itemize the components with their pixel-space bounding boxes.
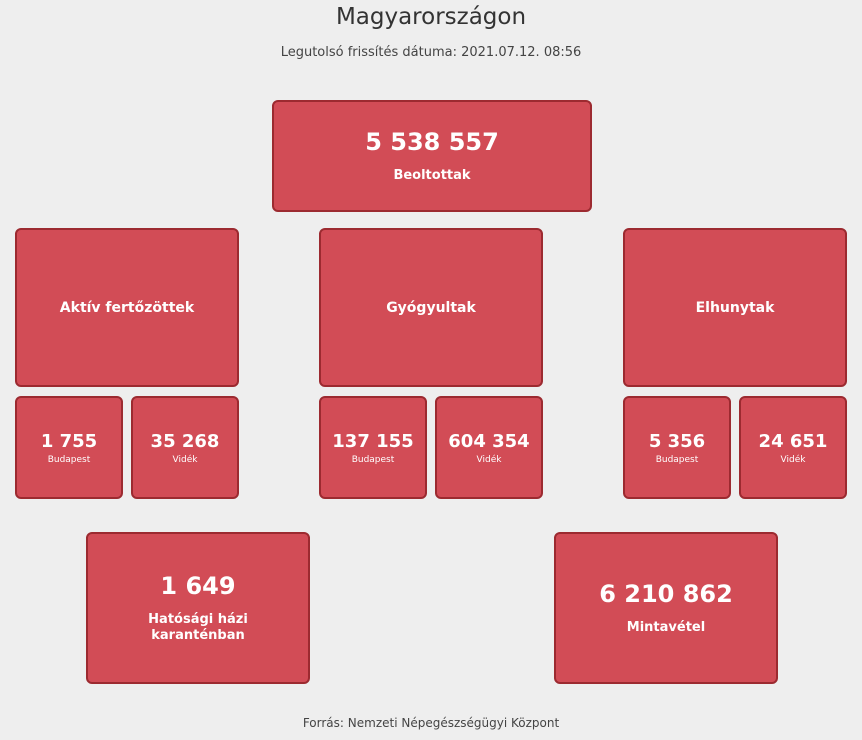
recovered-budapest-card: 137 155 Budapest: [319, 396, 427, 499]
vaccinated-value: 5 538 557: [365, 128, 499, 156]
vaccinated-card: 5 538 557 Beoltottak: [272, 100, 592, 212]
samples-label: Mintavétel: [626, 620, 706, 635]
deceased-label: Elhunytak: [695, 299, 775, 316]
vaccinated-label: Beoltottak: [393, 168, 471, 183]
recovered-rural-card: 604 354 Vidék: [435, 396, 543, 499]
active-budapest-value: 1 755: [40, 430, 98, 452]
deceased-budapest-label: Budapest: [655, 454, 699, 465]
recovered-label: Gyógyultak: [386, 299, 476, 316]
deceased-budapest-value: 5 356: [648, 430, 706, 452]
last-updated-text: Legutolsó frissítés dátuma: 2021.07.12. …: [280, 45, 582, 60]
active-infected-label: Aktív fertőzöttek: [59, 299, 195, 316]
active-rural-card: 35 268 Vidék: [131, 396, 239, 499]
quarantine-card: 1 649 Hatósági házi karanténban: [86, 532, 310, 684]
recovered-budapest-value: 137 155: [332, 430, 414, 452]
source-text: Forrás: Nemzeti Népegészségügyi Központ: [302, 716, 560, 730]
active-infected-card: Aktív fertőzöttek: [15, 228, 239, 387]
samples-value: 6 210 862: [599, 580, 733, 608]
recovered-card: Gyógyultak: [319, 228, 543, 387]
deceased-rural-card: 24 651 Vidék: [739, 396, 847, 499]
page-title: Magyarországon: [335, 4, 527, 30]
samples-card: 6 210 862 Mintavétel: [554, 532, 778, 684]
deceased-rural-value: 24 651: [758, 430, 828, 452]
recovered-rural-value: 604 354: [448, 430, 530, 452]
active-budapest-label: Budapest: [47, 454, 91, 465]
deceased-card: Elhunytak: [623, 228, 847, 387]
recovered-rural-label: Vidék: [476, 454, 502, 465]
deceased-budapest-card: 5 356 Budapest: [623, 396, 731, 499]
quarantine-value: 1 649: [160, 572, 236, 600]
active-budapest-card: 1 755 Budapest: [15, 396, 123, 499]
quarantine-label: Hatósági házi karanténban: [148, 612, 248, 643]
active-rural-value: 35 268: [150, 430, 220, 452]
active-rural-label: Vidék: [172, 454, 198, 465]
deceased-rural-label: Vidék: [780, 454, 806, 465]
recovered-budapest-label: Budapest: [351, 454, 395, 465]
